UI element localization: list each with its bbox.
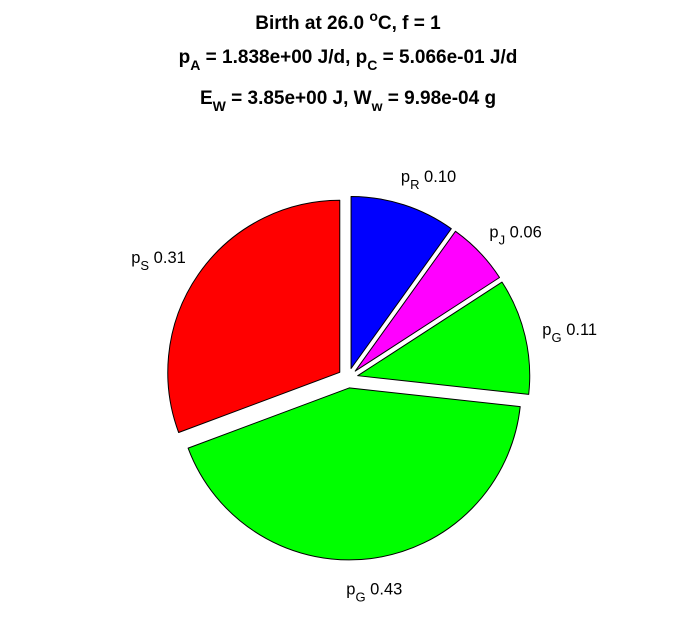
- slice-label-3: pG 0.43: [346, 580, 402, 604]
- chart-title: Birth at 26.0 oC, f = 1 pA = 1.838e+00 J/…: [179, 8, 518, 114]
- pie-slice-pj-1: [354, 230, 501, 372]
- title-line-1: Birth at 26.0 oC, f = 1: [255, 8, 441, 34]
- pie-slice-pg-3: [187, 387, 521, 561]
- pie-slice-ps-4: [167, 199, 341, 434]
- slice-labels: pR 0.10 pJ 0.06 pG 0.11 pG 0.43 pS 0.31: [131, 168, 597, 604]
- pie-slices: [167, 195, 531, 561]
- slice-label-4: pS 0.31: [131, 249, 186, 273]
- pie-slice-pg-2: [357, 281, 531, 395]
- slice-label-1: pJ 0.06: [489, 224, 541, 248]
- slice-label-0: pR 0.10: [401, 168, 456, 192]
- title-line-2: pA = 1.838e+00 J/d, pC = 5.066e-01 J/d: [179, 47, 518, 73]
- title-line-3: EW = 3.85e+00 J, Ww = 9.98e-04 g: [200, 88, 496, 114]
- slice-label-2: pG 0.11: [542, 321, 597, 345]
- pie-slice-pr-0: [350, 195, 452, 369]
